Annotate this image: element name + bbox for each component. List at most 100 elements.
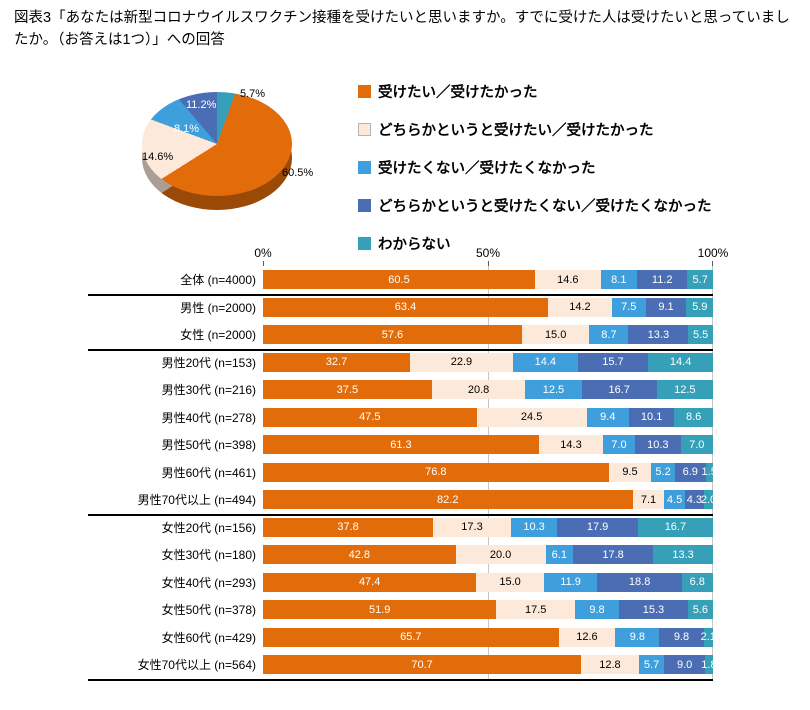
bar-segment-value: 37.5: [336, 383, 359, 396]
bar-segment: 6.1: [545, 545, 574, 565]
bar-segment: 47.4: [263, 572, 477, 592]
x-tick: 100%: [697, 246, 729, 260]
bar-row: 男性70代以上 (n=494) 82.2 7.1 4.5 4.3 2.0: [88, 486, 716, 514]
bar-segment-value: 5.9: [692, 301, 708, 314]
bar-segment: 2.0: [701, 490, 716, 510]
bar-row: 男性60代 (n=461) 76.8 9.5 5.2 6.9 1.5: [88, 459, 717, 487]
bar-segment-value: 5.7: [643, 658, 660, 671]
pie-value-label: 60.5%: [282, 167, 314, 179]
tick-mark: [712, 261, 713, 266]
bar-row-label: 男性 (n=2000): [180, 300, 256, 315]
bar-segment-value: 9.8: [589, 603, 605, 616]
bar-segment: 13.3: [653, 545, 713, 565]
bar-segment: 9.8: [659, 627, 704, 647]
bar-segment-value: 1.5: [701, 466, 717, 479]
legend-label: どちらかというと受けたい／受けたかった: [378, 122, 654, 139]
pie-value-label: 5.7%: [240, 88, 266, 100]
bar-segment-value: 8.6: [686, 411, 702, 424]
bar-segment-value: 51.9: [368, 603, 391, 616]
bar-segment: 1.8: [701, 655, 717, 675]
bar-segment: 10.1: [628, 407, 675, 427]
bar-segment-value: 47.4: [358, 576, 381, 589]
bar-segment: 14.3: [538, 435, 604, 455]
bar-segment: 10.3: [634, 435, 682, 455]
stacked-bar: 42.8 20.0 6.1 17.8 13.3: [263, 545, 713, 565]
bar-segment-value: 63.4: [394, 301, 417, 314]
bar-segment: 5.5: [688, 325, 713, 345]
bar-segment-value: 5.6: [692, 603, 709, 616]
bar-segment: 14.4: [648, 352, 713, 372]
bar-segment-value: 9.8: [673, 631, 690, 644]
bar-segment-value: 4.3: [686, 493, 702, 506]
tick-mark: [488, 261, 489, 266]
bar-segment-value: 9.5: [622, 466, 638, 479]
legend-swatch: [358, 84, 371, 98]
bar-segment: 9.5: [608, 462, 652, 482]
bar-segment: 22.9: [410, 352, 513, 372]
bar-segment-value: 4.5: [666, 493, 683, 506]
bar-segment-value: 5.2: [655, 466, 671, 479]
legend-swatch: [358, 160, 371, 174]
tick-mark: [263, 261, 264, 266]
bar-segment: 12.8: [581, 655, 639, 675]
bar-segment: 5.9: [686, 297, 713, 317]
bar-segment: 7.0: [681, 435, 713, 455]
bar-segment-value: 10.3: [647, 438, 669, 451]
stacked-bar: 60.5 14.6 8.1 11.2 5.7: [263, 270, 713, 290]
bar-segment-value: 8.1: [611, 273, 627, 286]
bar-segment-value: 6.8: [689, 576, 705, 589]
bar-segment: 5.2: [651, 462, 675, 482]
bar-segment: 9.4: [586, 407, 629, 427]
bar-segment-value: 17.3: [461, 521, 483, 534]
legend-label: 受けたい／受けたかった: [378, 84, 538, 101]
bar-row: 女性40代 (n=293) 47.4 15.0 11.9 18.8 6.8: [88, 569, 713, 597]
bar-segment: 24.5: [476, 407, 587, 427]
bar-segment: 37.5: [263, 380, 432, 400]
bar-segment-value: 18.8: [628, 576, 651, 589]
bar-segment: 12.5: [525, 380, 582, 400]
bar-row-label: 男性30代 (n=216): [161, 383, 256, 398]
bar-segment: 65.7: [263, 627, 559, 647]
bar-segment-value: 37.8: [337, 521, 359, 534]
bar-segment-value: 9.0: [676, 658, 693, 671]
bar-segment-value: 14.3: [560, 438, 582, 451]
bar-segment: 20.8: [431, 380, 526, 400]
bar-segment-value: 57.6: [381, 328, 404, 341]
bar-segment-value: 17.5: [524, 603, 547, 616]
legend-swatch: [358, 236, 371, 250]
bar-segment: 42.8: [263, 545, 456, 565]
bar-segment-value: 15.3: [642, 603, 665, 616]
bar-row-label: 女性70代以上 (n=564): [137, 658, 256, 673]
bar-segment: 16.7: [637, 517, 713, 537]
bar-row-label: 男性40代 (n=278): [161, 410, 256, 425]
bar-segment-value: 1.8: [701, 658, 717, 671]
bar-segment-value: 65.7: [400, 631, 422, 644]
bar-segment-value: 14.6: [557, 273, 579, 286]
bar-segment: 15.7: [577, 352, 649, 372]
bar-segment-value: 13.3: [672, 548, 694, 561]
bar-segment-value: 47.5: [359, 411, 381, 424]
bar-segment: 15.3: [619, 600, 688, 620]
bar-segment: 8.6: [674, 407, 713, 427]
bar-row: 女性20代 (n=156) 37.8 17.3 10.3 17.9 16.7: [88, 514, 713, 542]
bar-segment: 9.0: [664, 655, 705, 675]
stacked-bar: 65.7 12.6 9.8 9.8 2.1: [263, 627, 716, 647]
bar-segment: 61.3: [263, 435, 539, 455]
bar-segment: 6.8: [681, 572, 713, 592]
bar-row: 女性70代以上 (n=564) 70.7 12.8 5.7 9.0 1.8: [88, 651, 717, 679]
bar-segment-value: 17.9: [586, 521, 609, 534]
bar-segment-value: 16.7: [608, 383, 630, 396]
bar-segment: 6.9: [674, 462, 706, 482]
stacked-bar: 57.6 15.0 8.7 13.3 5.5: [263, 325, 713, 345]
bar-segment-value: 5.5: [692, 328, 709, 341]
bar-segment-value: 13.3: [647, 328, 670, 341]
bar-row-label: 女性20代 (n=156): [161, 520, 256, 535]
bar-segment-value: 7.1: [640, 493, 657, 506]
bar-segment-value: 9.8: [629, 631, 646, 644]
bar-segment-value: 12.5: [674, 383, 696, 396]
bar-segment-value: 14.2: [569, 301, 591, 314]
bar-segment: 11.2: [637, 270, 688, 290]
bar-row: 女性60代 (n=429) 65.7 12.6 9.8 9.8 2.1: [88, 624, 716, 652]
legend: 受けたい／受けたかった どちらかというと受けたい／受けたかった 受けたくない／受けた…: [358, 72, 712, 262]
